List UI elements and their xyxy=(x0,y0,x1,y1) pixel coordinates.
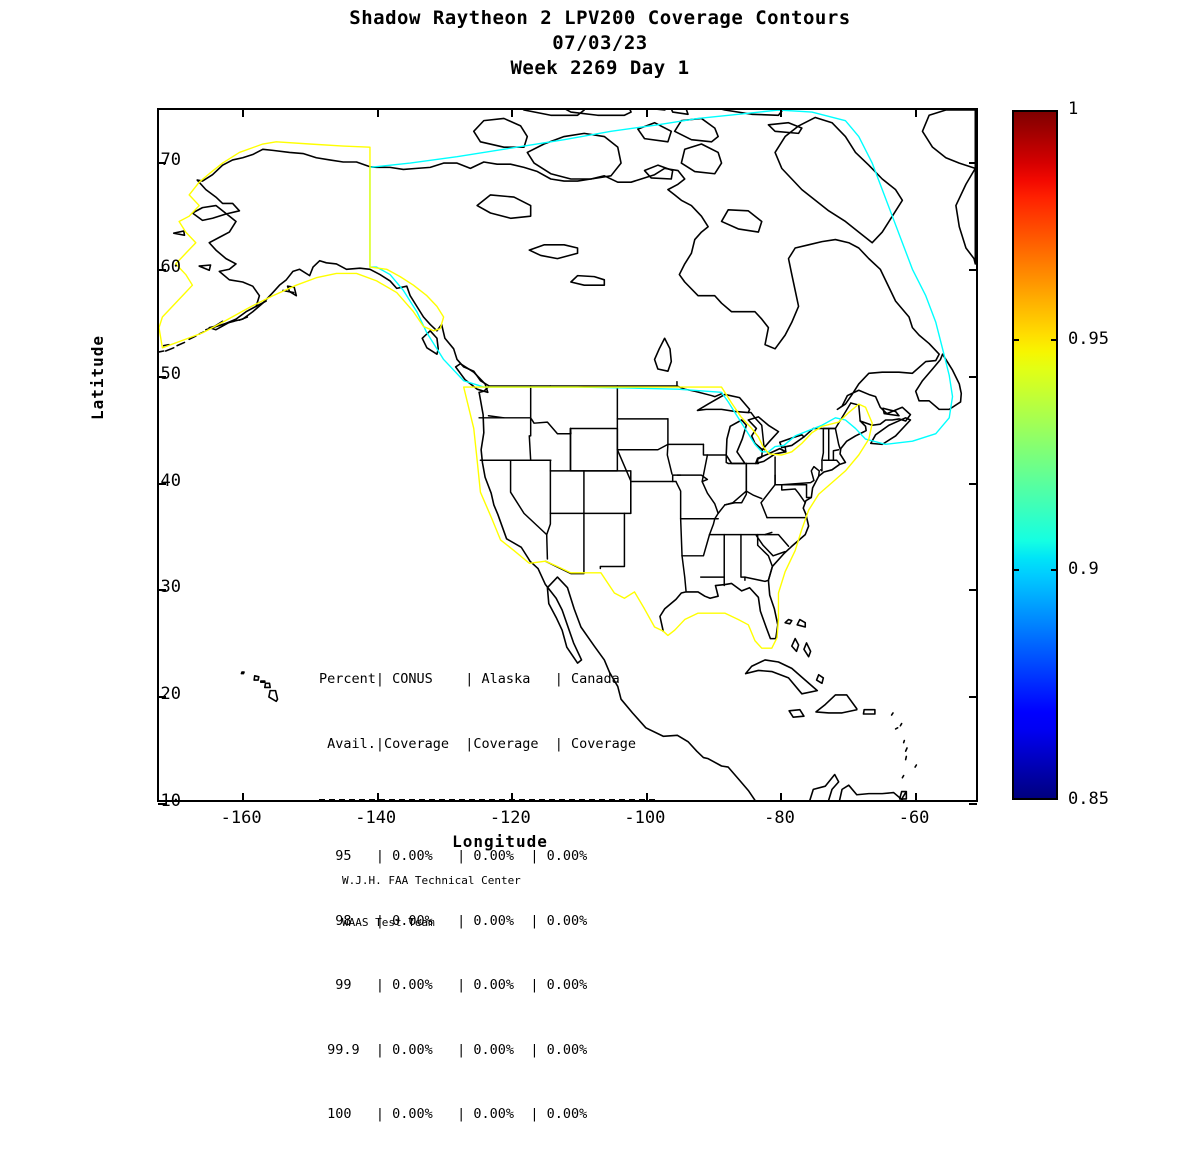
x-axis-tick-top xyxy=(645,109,648,117)
y-axis-tick-label: 10 xyxy=(160,791,181,811)
alaska-service-volume-boundary xyxy=(159,141,445,349)
colorbar-tick xyxy=(1051,569,1058,571)
x-axis-tick-top xyxy=(780,109,783,117)
x-axis-tick xyxy=(242,793,245,801)
colorbar-label-mid-high: 0.95 xyxy=(1068,329,1109,349)
x-axis-tick-top xyxy=(242,109,245,117)
y-axis-tick-right xyxy=(969,269,977,272)
y-axis-title: Latitude xyxy=(88,334,107,420)
y-axis-tick xyxy=(158,696,166,699)
x-axis-tick xyxy=(645,793,648,801)
table-row: 99 | 0.00% | 0.00% | 0.00% xyxy=(319,977,588,993)
stats-table-divider xyxy=(319,799,655,801)
x-axis-tick-top xyxy=(376,109,379,117)
y-axis-tick xyxy=(158,482,166,485)
stats-header-row-1: Percent| CONUS | Alaska | Canada xyxy=(319,671,620,687)
x-axis-tick-label: -120 xyxy=(489,808,531,828)
credit-line-2: WAAS Test Team xyxy=(342,916,435,929)
x-axis-tick-label: -100 xyxy=(624,808,666,828)
y-axis-tick-label: 30 xyxy=(160,577,181,598)
stats-header-row-2: Avail.|Coverage |Coverage | Coverage xyxy=(319,735,636,752)
table-row: 99.9 | 0.00% | 0.00% | 0.00% xyxy=(319,1041,588,1058)
x-axis-tick-label: -140 xyxy=(355,808,397,828)
x-axis-tick xyxy=(915,793,918,801)
colorbar xyxy=(1012,110,1058,800)
x-axis-tick-top xyxy=(511,109,514,117)
conus-service-volume-boundary xyxy=(463,386,873,649)
x-axis-tick-label: -160 xyxy=(220,808,262,828)
y-axis-tick-label: 50 xyxy=(160,363,181,384)
x-axis-tick xyxy=(511,793,514,801)
y-axis-tick xyxy=(158,162,166,165)
y-axis-tick-label: 40 xyxy=(160,470,181,491)
colorbar-tick xyxy=(1051,339,1058,341)
y-axis-tick-right xyxy=(969,482,977,485)
y-axis-tick-right xyxy=(969,589,977,592)
credit-line-1: W.J.H. FAA Technical Center xyxy=(342,874,521,887)
colorbar-tick xyxy=(1012,569,1019,571)
colorbar-label-mid-low: 0.9 xyxy=(1068,559,1099,579)
x-axis-tick xyxy=(376,793,379,801)
x-axis-tick-label: -80 xyxy=(764,808,795,828)
y-axis-tick-right xyxy=(969,375,977,378)
x-axis-tick-top xyxy=(915,109,918,117)
table-row: 95 | 0.00% | 0.00% | 0.00% xyxy=(319,848,588,864)
table-row: 100 | 0.00% | 0.00% | 0.00% xyxy=(319,1106,588,1122)
y-axis-tick-label: 70 xyxy=(160,150,181,171)
credit-text: W.J.H. FAA Technical Center WAAS Test Te… xyxy=(342,846,521,958)
title-line-2: 07/03/23 xyxy=(552,32,648,54)
y-axis-tick-right xyxy=(969,696,977,699)
y-axis-tick xyxy=(158,375,166,378)
x-axis-title: Longitude xyxy=(452,832,548,851)
y-axis-tick xyxy=(158,803,166,805)
state-border-layer xyxy=(478,380,861,592)
colorbar-tick xyxy=(1012,339,1019,341)
x-axis-tick xyxy=(780,793,783,801)
x-axis-tick-label: -60 xyxy=(898,808,930,828)
map-canvas xyxy=(159,110,976,800)
title-line-3: Week 2269 Day 1 xyxy=(510,57,690,79)
colorbar-gradient xyxy=(1012,110,1058,800)
y-axis-tick-right xyxy=(969,162,977,165)
chart-title-block: Shadow Raytheon 2 LPV200 Coverage Contou… xyxy=(0,6,1200,81)
y-axis-tick xyxy=(158,589,166,592)
title-line-1: Shadow Raytheon 2 LPV200 Coverage Contou… xyxy=(349,7,851,29)
colorbar-label-min: 0.85 xyxy=(1068,789,1109,809)
y-axis-tick xyxy=(158,269,166,272)
coastline-layer xyxy=(159,110,976,800)
y-axis-tick-label: 60 xyxy=(160,257,181,278)
colorbar-label-max: 1 xyxy=(1068,99,1079,119)
map-plot-area: Percent| CONUS | Alaska | Canada Avail.|… xyxy=(157,108,978,1122)
y-axis-tick-right xyxy=(969,803,977,805)
y-axis-tick-label: 20 xyxy=(160,684,181,705)
